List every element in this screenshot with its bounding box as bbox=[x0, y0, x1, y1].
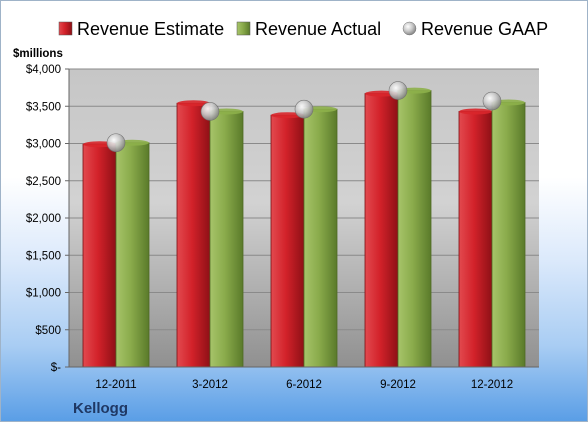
legend-swatch bbox=[58, 21, 73, 36]
revenue-estimate-bar bbox=[364, 93, 399, 368]
revenue-gaap-marker bbox=[388, 81, 408, 100]
revenue-estimate-bar-top bbox=[177, 100, 210, 107]
revenue-estimate-bar-top bbox=[459, 108, 492, 115]
legend-label: Revenue Actual bbox=[255, 19, 381, 39]
y-axis-unit-label: $millions bbox=[13, 48, 63, 60]
x-tick-label: 3-2012 bbox=[192, 379, 228, 391]
legend: Revenue Estimate Revenue Actual Revenue GA… bbox=[58, 19, 548, 39]
y-tick-label: $500 bbox=[35, 325, 61, 337]
y-tick-label: $3,500 bbox=[26, 101, 61, 113]
revenue-gaap-marker bbox=[200, 102, 220, 121]
y-tick-label: $2,000 bbox=[26, 213, 61, 225]
legend-item: Revenue Estimate bbox=[58, 19, 224, 39]
revenue-actual-bar bbox=[209, 111, 244, 368]
gaap-markers bbox=[106, 81, 502, 153]
x-tick-label: 6-2012 bbox=[286, 379, 322, 391]
revenue-gaap-marker bbox=[482, 91, 502, 111]
revenue-gaap-marker bbox=[294, 99, 314, 119]
revenue-gaap-marker bbox=[106, 133, 126, 153]
legend-label: Revenue GAAP bbox=[421, 19, 548, 39]
x-tick-label: 12-2012 bbox=[471, 379, 513, 391]
revenue-estimate-bar-top bbox=[271, 112, 304, 119]
legend-swatch bbox=[236, 21, 251, 36]
y-tick-label: $3,000 bbox=[26, 139, 61, 151]
x-axis-ticks: 12-2011 3-2012 6-2012 9-2012 12-2012 bbox=[69, 366, 539, 391]
legend-label: Revenue Estimate bbox=[77, 19, 224, 39]
revenue-actual-bar bbox=[115, 142, 150, 368]
legend-item: Revenue GAAP bbox=[402, 19, 548, 39]
y-tick-label: $4,000 bbox=[26, 64, 61, 76]
y-tick-label: $2,500 bbox=[26, 176, 61, 188]
x-tick-label: 9-2012 bbox=[380, 379, 416, 391]
revenue-actual-bar bbox=[397, 90, 432, 368]
x-tick-label: 12-2011 bbox=[95, 379, 136, 391]
revenue-estimate-bar bbox=[82, 143, 117, 368]
revenue-estimate-bar bbox=[458, 111, 493, 368]
legend-swatch bbox=[402, 21, 417, 36]
bars bbox=[82, 87, 526, 368]
company-name: Kellogg bbox=[73, 400, 128, 417]
y-axis-ticks: $- $500 $1,000 $1,500 $2,000 $2,500 $3,000 $3,5… bbox=[26, 64, 70, 374]
y-tick-label: $1,000 bbox=[26, 288, 61, 300]
revenue-estimate-bar bbox=[270, 114, 305, 368]
revenue-estimate-bar bbox=[176, 102, 211, 368]
revenue-actual-bar bbox=[491, 102, 526, 368]
revenue-actual-bar bbox=[303, 108, 338, 368]
y-tick-label: $1,500 bbox=[26, 250, 61, 262]
legend-item: Revenue Actual bbox=[236, 19, 381, 39]
y-tick-label: $- bbox=[51, 362, 61, 374]
